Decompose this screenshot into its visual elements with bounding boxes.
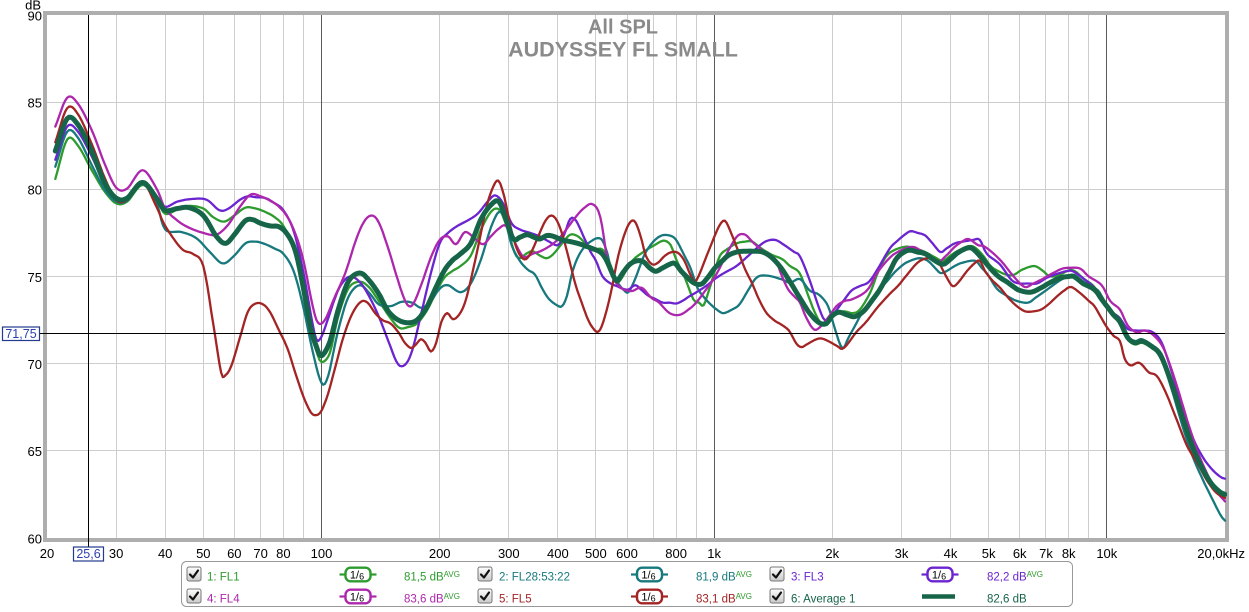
svg-text:1/6: 1/6 (641, 569, 655, 581)
svg-text:1k: 1k (707, 546, 721, 561)
svg-text:8k: 8k (1062, 546, 1076, 561)
svg-text:70: 70 (253, 546, 267, 561)
svg-text:1/6: 1/6 (641, 591, 655, 603)
svg-text:80: 80 (28, 183, 42, 198)
svg-text:5k: 5k (982, 546, 996, 561)
svg-text:20: 20 (40, 546, 54, 561)
svg-text:AUDYSSEY FL SMALL: AUDYSSEY FL SMALL (508, 38, 738, 62)
svg-text:800: 800 (665, 546, 687, 561)
svg-text:600: 600 (616, 546, 638, 561)
svg-text:50: 50 (196, 546, 210, 561)
svg-text:10k: 10k (1096, 546, 1117, 561)
svg-text:500: 500 (585, 546, 607, 561)
svg-text:1/6: 1/6 (932, 569, 946, 581)
svg-text:400: 400 (547, 546, 569, 561)
svg-text:40: 40 (158, 546, 172, 561)
svg-text:20,0kHz: 20,0kHz (1197, 546, 1245, 561)
svg-text:2k: 2k (825, 546, 839, 561)
svg-text:dB: dB (25, 0, 41, 13)
svg-text:65: 65 (28, 444, 42, 459)
svg-text:60: 60 (227, 546, 241, 561)
svg-text:4k: 4k (944, 546, 958, 561)
svg-text:25,6: 25,6 (76, 547, 100, 561)
svg-text:4: FL4: 4: FL4 (207, 594, 240, 606)
svg-text:5: FL5: 5: FL5 (499, 594, 532, 606)
svg-text:1: FL1: 1: FL1 (207, 572, 240, 584)
svg-text:3k: 3k (895, 546, 909, 561)
svg-text:90: 90 (28, 8, 42, 23)
svg-text:75: 75 (28, 270, 42, 285)
svg-text:6k: 6k (1013, 546, 1027, 561)
svg-text:100: 100 (311, 546, 333, 561)
svg-text:30: 30 (109, 546, 123, 561)
svg-text:60: 60 (28, 531, 42, 546)
svg-text:71,75: 71,75 (5, 327, 36, 341)
svg-text:80: 80 (276, 546, 290, 561)
svg-text:6: Average 1: 6: Average 1 (791, 594, 855, 606)
svg-text:3: FL3: 3: FL3 (791, 572, 824, 584)
svg-text:2: FL28:53:22: 2: FL28:53:22 (499, 572, 570, 584)
svg-text:70: 70 (28, 357, 42, 372)
svg-text:82,6 dB: 82,6 dB (987, 594, 1027, 606)
svg-text:All SPL: All SPL (588, 17, 658, 39)
svg-text:7k: 7k (1039, 546, 1053, 561)
svg-text:200: 200 (429, 546, 451, 561)
svg-text:1/6: 1/6 (350, 569, 364, 581)
svg-text:85: 85 (28, 96, 42, 111)
svg-text:300: 300 (498, 546, 520, 561)
svg-text:1/6: 1/6 (350, 591, 364, 603)
